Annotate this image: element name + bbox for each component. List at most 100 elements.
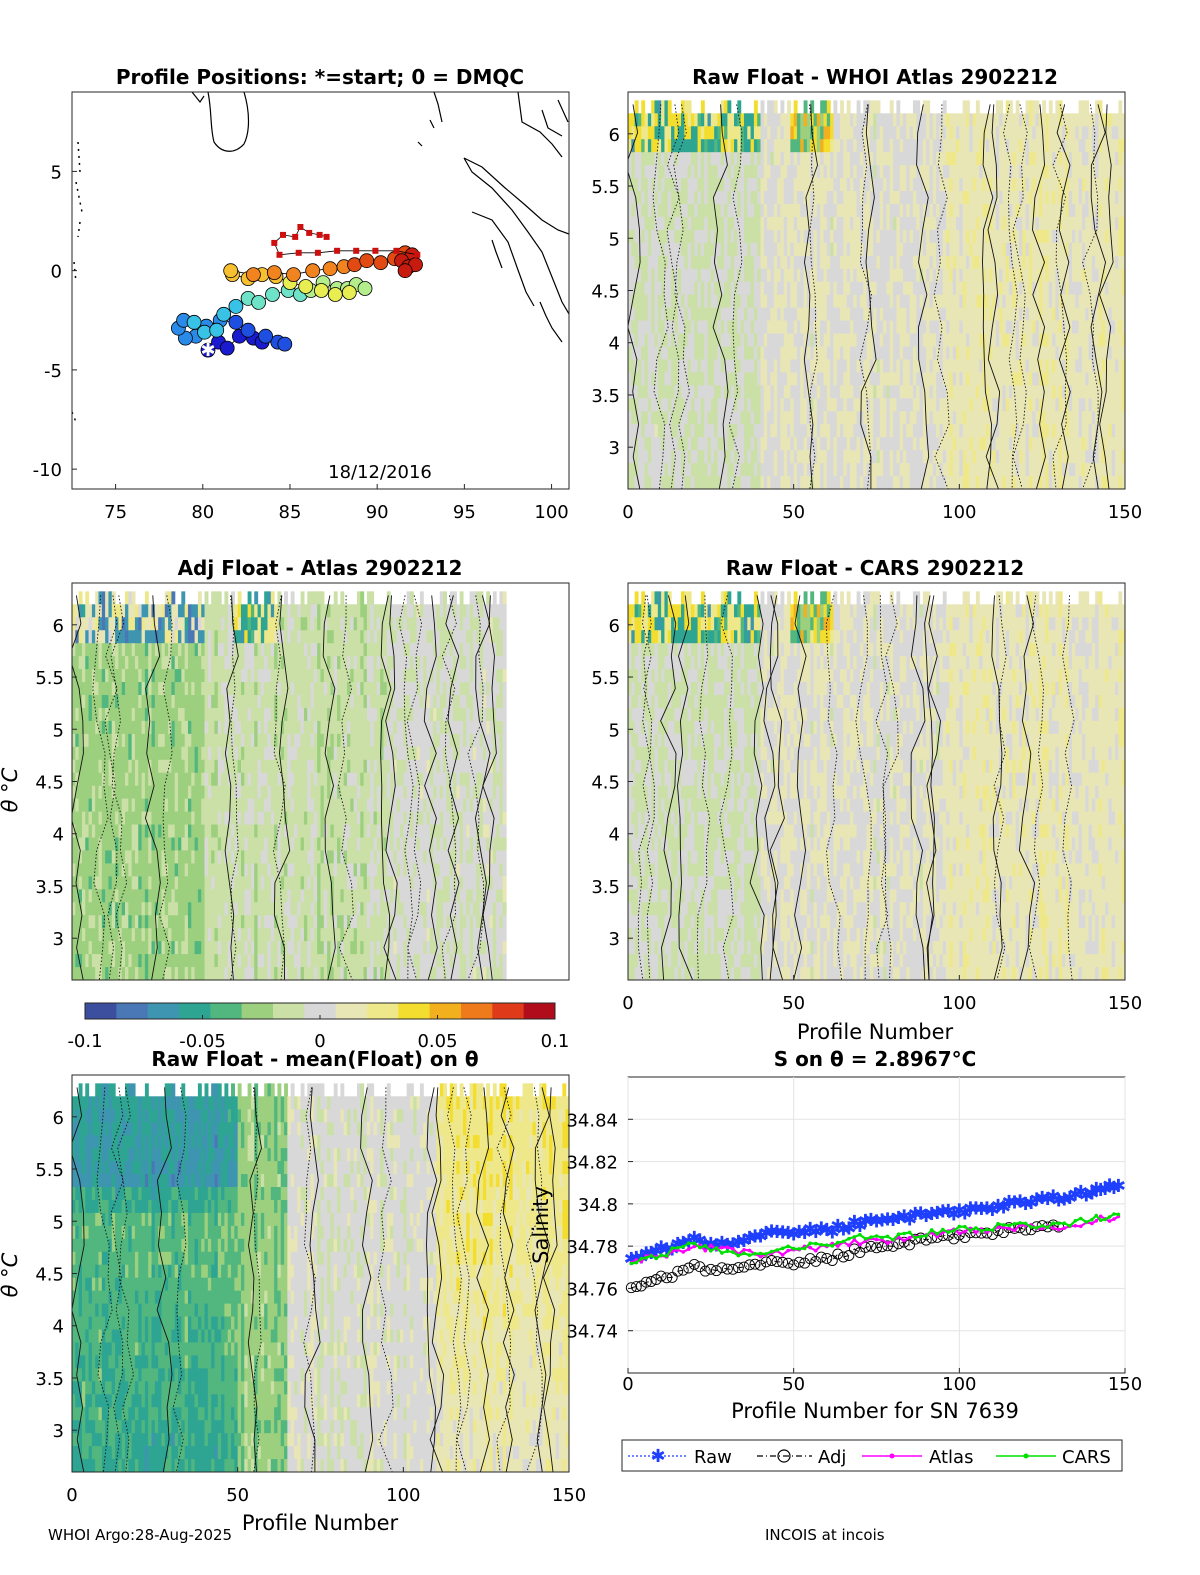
heat-cell — [770, 346, 775, 361]
heat-cell — [91, 889, 96, 903]
heat-cell — [95, 837, 100, 852]
heat-cell — [734, 126, 738, 140]
heat-cell — [644, 463, 649, 477]
heat-cell — [81, 837, 86, 852]
heat-cell — [777, 359, 782, 373]
heat-cell — [108, 772, 113, 787]
heat-cell — [989, 281, 994, 296]
heat-cell — [985, 152, 990, 166]
heat-cell — [644, 178, 649, 192]
heat-cell — [1025, 281, 1030, 296]
heat-cell — [730, 320, 735, 335]
heat-cell — [985, 463, 990, 477]
heat-cell — [836, 437, 841, 451]
heat-cell — [1085, 411, 1090, 425]
heat-cell — [1062, 424, 1066, 438]
heat-cell — [1005, 204, 1010, 218]
heat-cell — [1048, 359, 1053, 373]
heat-cell — [1005, 333, 1010, 348]
heat-cell — [929, 385, 934, 399]
heat-cell — [1052, 229, 1057, 244]
heat-cell — [843, 346, 848, 361]
heat-cell — [734, 424, 738, 438]
heat-cell — [823, 294, 828, 309]
heat-cell — [1071, 216, 1076, 231]
heat-cell — [886, 255, 891, 270]
heat-cell — [1095, 398, 1100, 412]
heat-cell — [929, 126, 934, 140]
heat-cell — [926, 242, 931, 257]
heat-cell — [773, 268, 778, 283]
heat-cell — [641, 294, 646, 309]
heat-cell — [856, 307, 861, 322]
heat-cell — [959, 372, 964, 386]
heat-cell — [1118, 398, 1123, 412]
heat-cell — [637, 333, 642, 348]
heat-cell — [912, 359, 917, 373]
heat-cell — [1095, 126, 1100, 140]
heat-cell — [1022, 229, 1027, 244]
heat-cell — [770, 372, 775, 386]
heat-cell — [843, 398, 848, 412]
heat-cell — [1038, 398, 1043, 412]
atlas-adj-panel: Adj Float - Atlas 2902212 33.544.555.56 — [35, 556, 570, 981]
heat-cell — [893, 359, 897, 373]
heat-cell — [644, 385, 649, 399]
heat-cell — [876, 307, 881, 322]
heat-cell — [1065, 216, 1070, 231]
heat-cell — [800, 359, 805, 373]
heat-cell — [98, 863, 103, 877]
heat-cell — [684, 191, 689, 205]
heat-cell — [637, 437, 642, 451]
heat-cell — [75, 630, 80, 644]
heat-cell — [959, 204, 964, 218]
heat-cell — [1118, 372, 1123, 386]
heat-cell — [952, 463, 957, 477]
heat-cell — [1028, 100, 1033, 114]
heat-cell — [883, 307, 888, 322]
x-tick-label: 100 — [942, 502, 976, 523]
heat-cell — [714, 372, 719, 386]
heat-cell — [810, 346, 815, 361]
heat-cell — [108, 643, 113, 657]
heat-cell — [859, 152, 864, 166]
heat-cell — [1085, 346, 1090, 361]
heat-cell — [720, 165, 725, 179]
heat-cell — [916, 152, 921, 166]
heat-cell — [820, 398, 825, 412]
heat-cell — [899, 398, 904, 412]
heat-cell — [634, 165, 639, 179]
atlas-raw-panel: Raw Float - WHOI Atlas 2902212 33.544.55… — [591, 65, 1142, 523]
heat-cell — [757, 229, 762, 244]
heat-cell — [985, 268, 990, 283]
heat-cell — [975, 463, 980, 477]
heat-cell — [75, 889, 80, 903]
heat-cell — [704, 204, 709, 218]
heat-cell — [1118, 385, 1123, 399]
heat-cell — [790, 126, 795, 140]
heat-cell — [946, 255, 950, 270]
heat-cell — [1075, 191, 1080, 205]
heat-cell — [975, 126, 980, 140]
heat-cell — [684, 359, 689, 373]
heat-cell — [770, 463, 775, 477]
heat-cell — [1055, 424, 1060, 438]
heat-cell — [965, 411, 970, 425]
heat-cell — [853, 385, 858, 399]
heat-cell — [793, 450, 798, 464]
profile-point — [277, 336, 293, 352]
heat-cell — [975, 165, 980, 179]
heat-cell — [770, 385, 775, 399]
heat-cell — [1028, 281, 1033, 296]
heat-cell — [859, 268, 864, 283]
heat-cell — [651, 281, 656, 296]
heat-cell — [760, 216, 765, 231]
heat-cell — [863, 126, 868, 140]
heat-cell — [1101, 372, 1106, 386]
heat-cell — [979, 294, 984, 309]
heat-cell — [710, 450, 715, 464]
heat-cell — [926, 463, 931, 477]
heat-cell — [919, 255, 924, 270]
heat-cell — [1065, 307, 1070, 322]
heat-cell — [869, 152, 874, 166]
